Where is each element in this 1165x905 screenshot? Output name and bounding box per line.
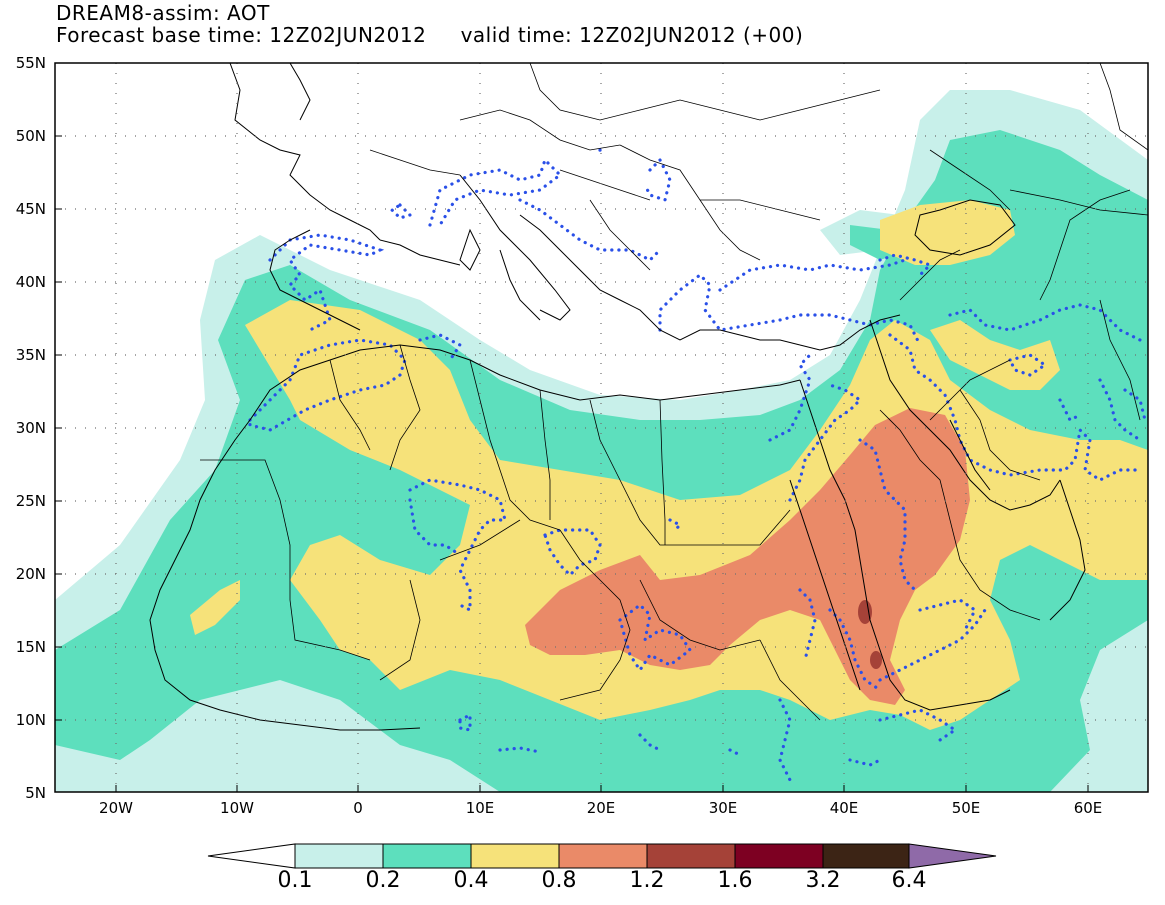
lon-label: 50E xyxy=(951,799,981,817)
lat-label: 10N xyxy=(15,711,46,729)
lon-label: 10E xyxy=(465,799,495,817)
lat-label: 35N xyxy=(15,346,46,364)
colorbar-segment-7 xyxy=(822,843,910,869)
lat-label: 45N xyxy=(15,200,46,218)
colorbar-segment-3 xyxy=(470,843,560,869)
colorbar-label: 1.2 xyxy=(629,868,665,893)
lon-label: 20W xyxy=(99,799,133,817)
country-borders xyxy=(200,63,1148,721)
colorbar-segment-1 xyxy=(294,843,384,869)
lat-label: 55N xyxy=(15,54,46,72)
colorbar-label: 0.8 xyxy=(541,868,577,893)
lon-label: 20E xyxy=(586,799,616,817)
colorbar-segment-0 xyxy=(207,843,296,869)
colorbar-segment-4 xyxy=(558,843,648,869)
colorbar xyxy=(207,843,997,869)
colorbar-label: 6.4 xyxy=(891,868,927,893)
lat-label: 40N xyxy=(15,273,46,291)
lon-label: 0 xyxy=(353,799,363,817)
colorbar-segment-5 xyxy=(646,843,736,869)
colorbar-segment-2 xyxy=(382,843,472,869)
axis-ticks xyxy=(55,62,1089,792)
map-subtitle: Forecast base time: 12Z02JUN2012 valid t… xyxy=(56,23,804,47)
lon-label: 30E xyxy=(708,799,738,817)
lat-label: 20N xyxy=(15,565,46,583)
lat-label: 30N xyxy=(15,419,46,437)
lon-label: 10W xyxy=(220,799,254,817)
aot-level-1.2 xyxy=(858,600,882,669)
colorbar-label: 0.4 xyxy=(453,868,489,893)
lat-label: 25N xyxy=(15,492,46,510)
lon-label: 40E xyxy=(829,799,859,817)
coastlines xyxy=(149,63,1086,731)
assim-contours xyxy=(248,148,1147,782)
graticule xyxy=(55,63,1148,792)
colorbar-label: 0.1 xyxy=(277,868,313,893)
lon-label: 60E xyxy=(1073,799,1103,817)
lat-label: 15N xyxy=(15,638,46,656)
colorbar-label: 1.6 xyxy=(717,868,753,893)
lat-label: 50N xyxy=(15,127,46,145)
lat-label: 5N xyxy=(25,784,46,802)
aot-level-0.8 xyxy=(525,408,970,705)
colorbar-segment-8 xyxy=(908,843,997,869)
aot-contours xyxy=(55,63,1148,792)
colorbar-label: 3.2 xyxy=(805,868,841,893)
map-title: DREAM8-assim: AOT xyxy=(56,1,270,25)
colorbar-segment-6 xyxy=(734,843,824,869)
colorbar-label: 0.2 xyxy=(365,868,401,893)
